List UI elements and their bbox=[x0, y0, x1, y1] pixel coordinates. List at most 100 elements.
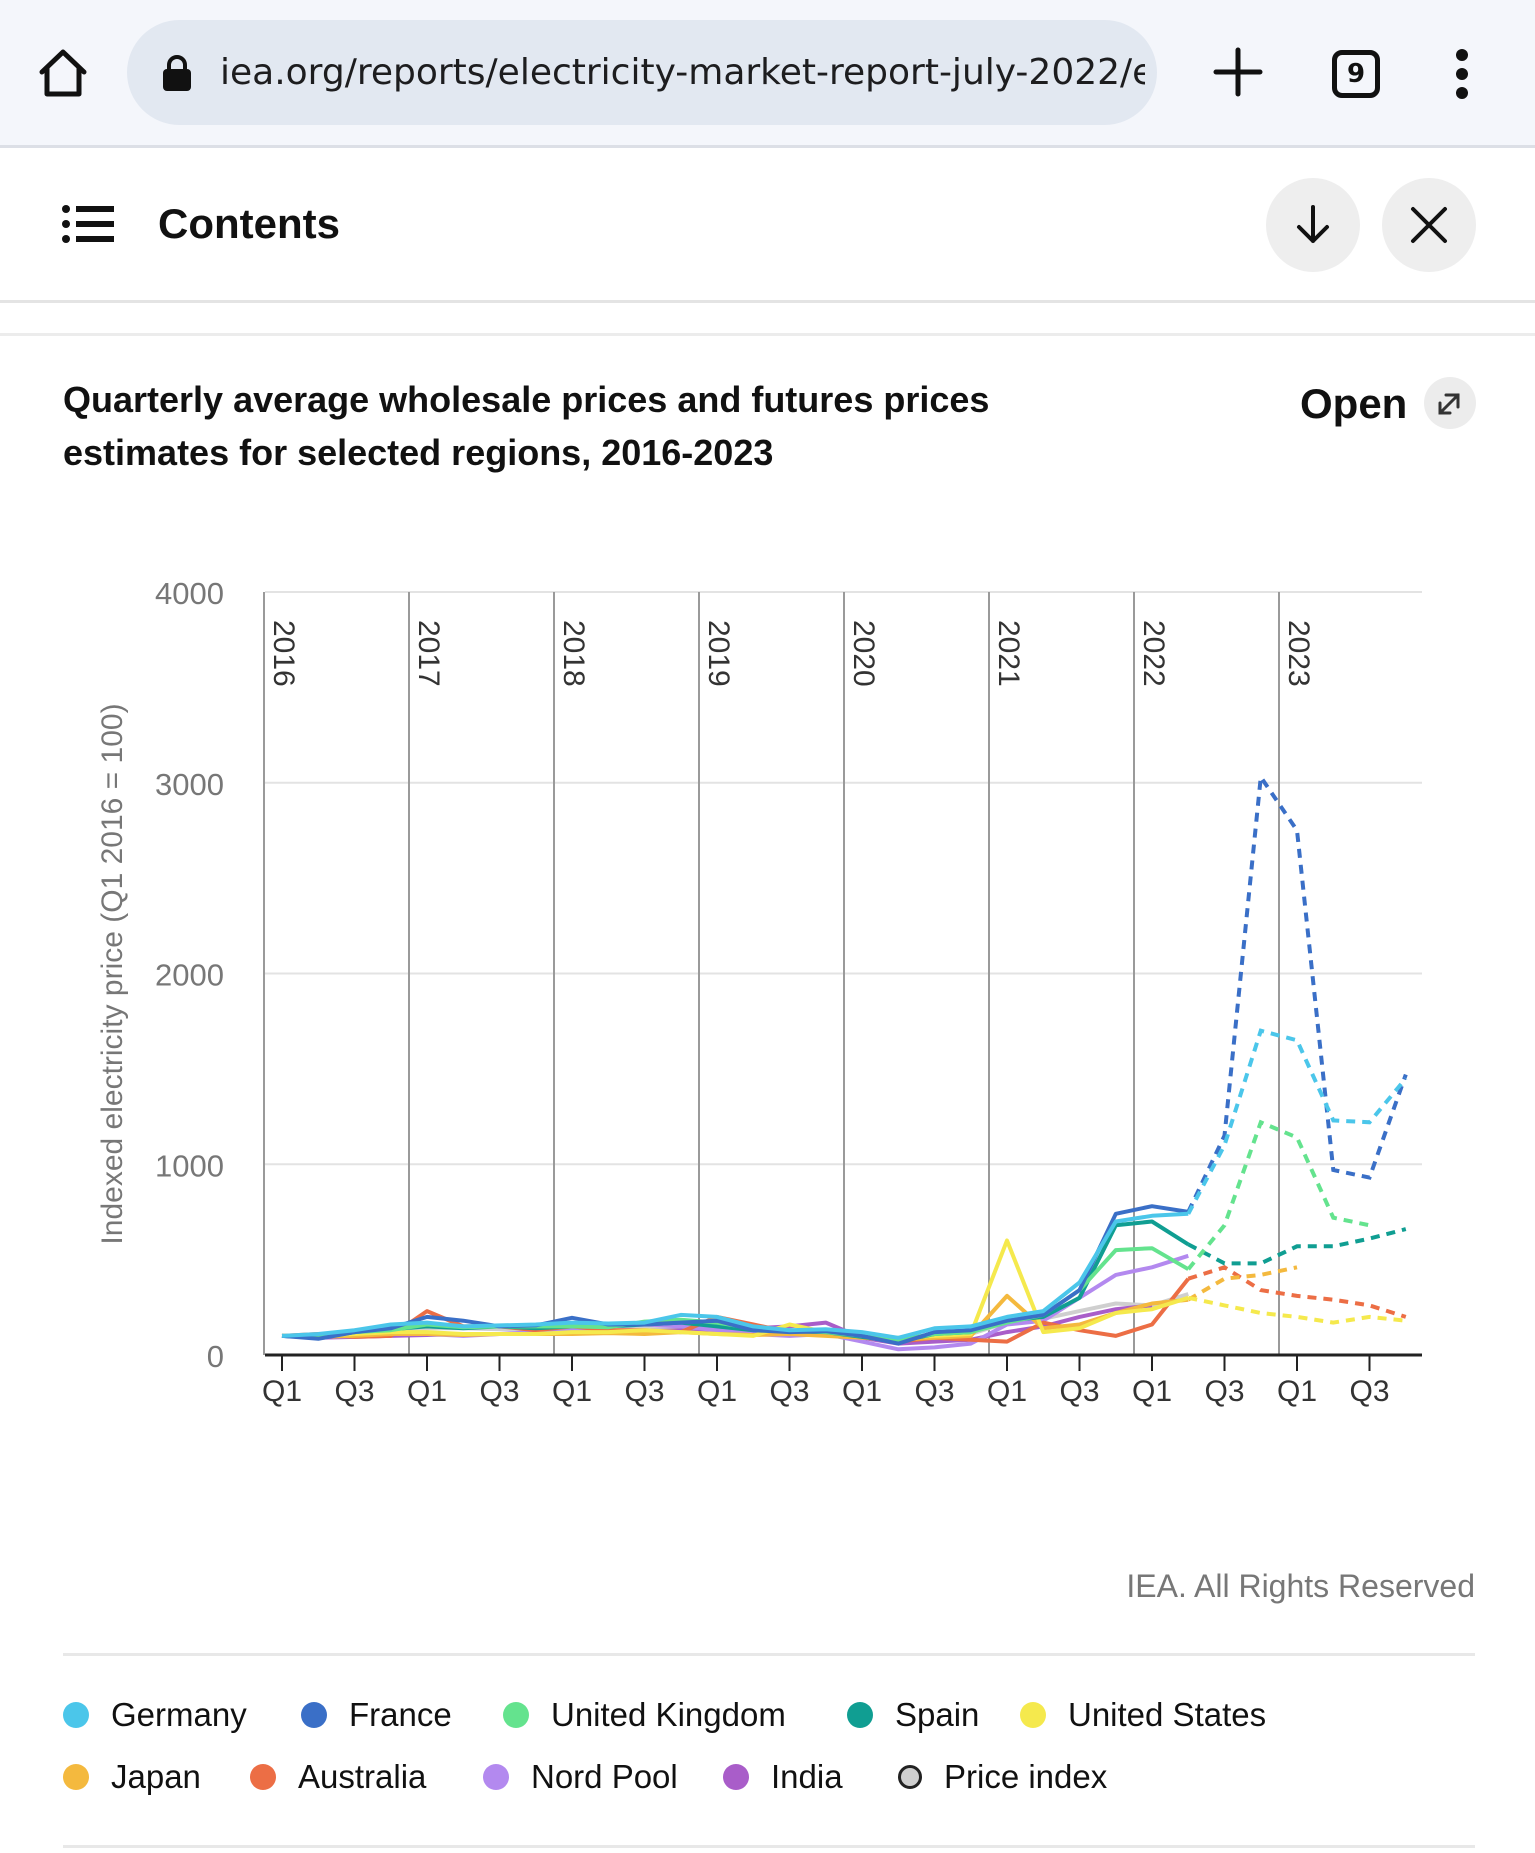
address-bar[interactable]: iea.org/reports/electricity-market-repor… bbox=[127, 20, 1157, 125]
legend-swatch bbox=[1020, 1702, 1046, 1728]
divider bbox=[63, 1653, 1475, 1656]
legend-label: Japan bbox=[111, 1758, 201, 1795]
year-label: 2020 bbox=[847, 620, 880, 687]
year-label: 2021 bbox=[992, 620, 1025, 687]
x-tick-label: Q3 bbox=[479, 1375, 519, 1408]
y-tick-label: 0 bbox=[207, 1339, 224, 1374]
legend-item-united-states[interactable]: United States bbox=[1020, 1690, 1266, 1740]
legend-item-price-index[interactable]: Price index bbox=[898, 1752, 1107, 1802]
copyright-note: IEA. All Rights Reserved bbox=[1126, 1568, 1475, 1604]
legend-swatch bbox=[483, 1764, 509, 1790]
tab-switcher-button[interactable]: 9 bbox=[1332, 50, 1380, 98]
x-tick-label: Q3 bbox=[1349, 1375, 1389, 1408]
year-label: 2016 bbox=[267, 620, 300, 687]
legend-swatch bbox=[847, 1702, 873, 1728]
legend-row: Japan Australia Nord Pool India Price index bbox=[63, 1752, 1483, 1814]
divider bbox=[0, 333, 1535, 336]
more-options-icon[interactable] bbox=[1447, 48, 1477, 100]
series-germany bbox=[281, 1028, 1408, 1340]
legend-swatch bbox=[723, 1764, 749, 1790]
legend-item-france[interactable]: France bbox=[301, 1690, 452, 1740]
home-icon[interactable] bbox=[36, 46, 90, 100]
y-tick-label: 2000 bbox=[155, 958, 224, 993]
url-text[interactable]: iea.org/reports/electricity-market-repor… bbox=[220, 52, 1145, 93]
year-label: 2017 bbox=[412, 620, 445, 687]
series-layer bbox=[281, 771, 1408, 1352]
x-tick-label: Q3 bbox=[1204, 1375, 1244, 1408]
contents-header: Contents bbox=[0, 148, 1535, 303]
year-label: 2019 bbox=[702, 620, 735, 687]
series-line-futures bbox=[1187, 1227, 1407, 1266]
series-line-futures bbox=[1187, 1265, 1407, 1319]
legend-label: United States bbox=[1068, 1696, 1267, 1733]
legend-label: Spain bbox=[895, 1696, 980, 1733]
legend-label: Germany bbox=[111, 1696, 247, 1733]
y-tick-label: 1000 bbox=[155, 1148, 224, 1183]
x-tick-label: Q3 bbox=[624, 1375, 664, 1408]
x-tick-label: Q3 bbox=[1059, 1375, 1099, 1408]
year-label: 2023 bbox=[1282, 620, 1315, 687]
legend-label: Australia bbox=[298, 1758, 427, 1795]
legend-row: Germany France United Kingdom Spain United S… bbox=[63, 1690, 1483, 1752]
x-tick-label: Q3 bbox=[914, 1375, 954, 1408]
year-label: 2022 bbox=[1137, 620, 1170, 687]
series-line-actual bbox=[281, 1204, 1189, 1346]
list-menu-icon[interactable] bbox=[62, 204, 114, 244]
legend-swatch bbox=[503, 1702, 529, 1728]
legend-label: Nord Pool bbox=[531, 1758, 678, 1795]
x-tick-label: Q1 bbox=[987, 1375, 1027, 1408]
axis-layer: 0 1000 2000 3000 4000 2016 2017 2018 2019 2020 202… bbox=[155, 576, 1422, 1408]
series-line-futures bbox=[1186, 771, 1408, 1213]
line-chart: 0 1000 2000 3000 4000 2016 2017 2018 2019 2020 202… bbox=[96, 576, 1422, 1408]
legend-label: United Kingdom bbox=[551, 1696, 786, 1733]
lock-icon bbox=[163, 55, 191, 91]
series-line-futures bbox=[1187, 1295, 1407, 1325]
close-icon bbox=[1411, 207, 1447, 243]
legend-swatch bbox=[898, 1765, 922, 1789]
x-tick-label: Q1 bbox=[842, 1375, 882, 1408]
divider bbox=[63, 1845, 1475, 1848]
close-button[interactable] bbox=[1382, 178, 1476, 272]
download-button[interactable] bbox=[1266, 178, 1360, 272]
figure-title: Quarterly average wholesale prices and f… bbox=[63, 379, 990, 473]
y-tick-label: 3000 bbox=[155, 767, 224, 802]
legend-swatch bbox=[301, 1702, 327, 1728]
legend-item-united-kingdom[interactable]: United Kingdom bbox=[503, 1690, 786, 1740]
y-axis-label: Indexed electricity price (Q1 2016 = 100… bbox=[96, 703, 129, 1244]
x-tick-label: Q1 bbox=[1132, 1375, 1172, 1408]
y-tick-label: 4000 bbox=[155, 576, 224, 611]
x-tick-label: Q3 bbox=[334, 1375, 374, 1408]
series-line-actual bbox=[281, 1211, 1189, 1340]
external-link-icon[interactable] bbox=[1424, 377, 1476, 429]
contents-title[interactable]: Contents bbox=[158, 200, 340, 247]
legend-item-india[interactable]: India bbox=[723, 1752, 843, 1802]
new-tab-icon[interactable] bbox=[1212, 46, 1264, 98]
grid-layer bbox=[263, 591, 1422, 1355]
legend-item-nord-pool[interactable]: Nord Pool bbox=[483, 1752, 678, 1802]
legend-item-spain[interactable]: Spain bbox=[847, 1690, 979, 1740]
x-tick-label: Q1 bbox=[1277, 1375, 1317, 1408]
legend-swatch bbox=[63, 1702, 89, 1728]
series-line-futures bbox=[1186, 1028, 1408, 1215]
series-united-kingdom bbox=[281, 1119, 1370, 1342]
browser-toolbar: iea.org/reports/electricity-market-repor… bbox=[0, 0, 1535, 148]
series-line-futures bbox=[1187, 1265, 1298, 1302]
year-label: 2018 bbox=[557, 620, 590, 687]
chart-legend: Germany France United Kingdom Spain United S… bbox=[63, 1690, 1483, 1814]
legend-swatch bbox=[250, 1764, 276, 1790]
x-tick-label: Q1 bbox=[697, 1375, 737, 1408]
legend-swatch bbox=[63, 1764, 89, 1790]
series-france bbox=[281, 771, 1408, 1346]
legend-item-australia[interactable]: Australia bbox=[250, 1752, 426, 1802]
legend-label: India bbox=[771, 1758, 843, 1795]
legend-label: France bbox=[349, 1696, 452, 1733]
legend-item-japan[interactable]: Japan bbox=[63, 1752, 201, 1802]
x-tick-label: Q3 bbox=[769, 1375, 809, 1408]
open-label[interactable]: Open bbox=[1300, 380, 1408, 427]
x-tick-label: Q1 bbox=[552, 1375, 592, 1408]
legend-label: Price index bbox=[944, 1758, 1108, 1795]
x-tick-label: Q1 bbox=[407, 1375, 447, 1408]
x-tick-label: Q1 bbox=[262, 1375, 302, 1408]
arrow-down-icon bbox=[1297, 205, 1329, 243]
legend-item-germany[interactable]: Germany bbox=[63, 1690, 247, 1740]
